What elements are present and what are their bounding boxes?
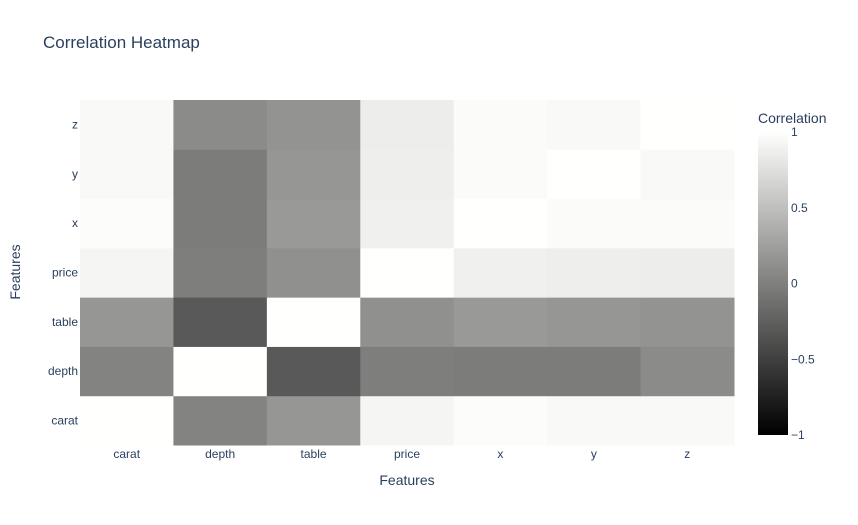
colorbar-title: Correlation <box>758 110 826 126</box>
heatmap-cell-y-y <box>547 149 642 200</box>
x-tick-z: z <box>684 447 690 461</box>
heatmap-cell-y-carat <box>80 149 174 200</box>
heatmap-cell-z-z <box>640 100 735 150</box>
heatmap-cell-x-carat <box>80 198 174 249</box>
colorbar-gradient <box>758 132 788 435</box>
heatmap-cell-carat-depth <box>173 395 268 446</box>
heatmap-cell-y-z <box>640 149 735 200</box>
heatmap-cell-z-carat <box>80 100 174 150</box>
heatmap-cell-z-table <box>266 100 361 150</box>
heatmap-cell-table-x <box>453 297 548 347</box>
y-tick-labels: carat depth table price x y z <box>48 118 79 428</box>
y-tick-y: y <box>72 167 78 181</box>
x-tick-table: table <box>301 447 327 461</box>
heatmap-cell-x-price <box>360 198 455 249</box>
heatmap-cell-price-carat <box>80 247 174 298</box>
y-tick-price: price <box>52 266 78 280</box>
heatmap-cell-x-y <box>547 198 642 249</box>
x-tick-x: x <box>497 447 503 461</box>
heatmap-cell-y-price <box>360 149 455 200</box>
heatmap-cell-table-depth <box>173 297 268 347</box>
heatmap-cell-table-price <box>360 297 455 347</box>
colorbar-tick: 0 <box>791 277 798 291</box>
heatmap-cell-carat-y <box>547 395 642 446</box>
y-tick-z: z <box>72 118 78 132</box>
heatmap-cell-price-x <box>453 247 548 298</box>
heatmap-cell-depth-y <box>547 346 642 397</box>
heatmap-cell-y-x <box>453 149 548 200</box>
heatmap-cell-depth-table <box>266 346 361 397</box>
heatmap-cell-price-depth <box>173 247 268 298</box>
heatmap-cell-depth-carat <box>80 346 174 397</box>
x-tick-carat: carat <box>113 447 140 461</box>
colorbar-tick: −1 <box>791 428 805 442</box>
x-tick-labels: carat depth table price x y z <box>113 447 690 461</box>
heatmap-cell-carat-x <box>453 395 548 446</box>
heatmap-cell-carat-price <box>360 395 455 446</box>
heatmap-cell-table-z <box>640 297 735 347</box>
heatmap-cell-price-table <box>266 247 361 298</box>
colorbar-tick-labels: 1 0.5 0 −0.5 −1 <box>791 125 815 442</box>
colorbar-tick: −0.5 <box>791 352 815 366</box>
heatmap-cell-x-depth <box>173 198 268 249</box>
heatmap-cells <box>80 100 735 446</box>
heatmap-cell-depth-z <box>640 346 735 397</box>
heatmap-cell-y-table <box>266 149 361 200</box>
heatmap-cell-price-price <box>360 247 455 298</box>
heatmap-cell-x-x <box>453 198 548 249</box>
heatmap-cell-table-table <box>266 297 361 347</box>
heatmap-cell-table-carat <box>80 297 174 347</box>
colorbar-tick: 0.5 <box>791 201 808 215</box>
y-tick-table: table <box>52 315 78 329</box>
heatmap-cell-x-table <box>266 198 361 249</box>
y-tick-depth: depth <box>48 364 78 378</box>
heatmap-cell-y-depth <box>173 149 268 200</box>
x-tick-price: price <box>394 447 420 461</box>
x-tick-y: y <box>591 447 597 461</box>
heatmap-cell-depth-depth <box>173 346 268 397</box>
heatmap-cell-price-z <box>640 247 735 298</box>
heatmap-cell-z-x <box>453 100 548 150</box>
x-axis-label: Features <box>379 472 434 488</box>
heatmap-cell-carat-carat <box>80 395 174 446</box>
x-tick-depth: depth <box>205 447 235 461</box>
heatmap-cell-carat-table <box>266 395 361 446</box>
heatmap-cell-x-z <box>640 198 735 249</box>
heatmap-cell-price-y <box>547 247 642 298</box>
heatmap-cell-z-depth <box>173 100 268 150</box>
heatmap-cell-z-y <box>547 100 642 150</box>
y-tick-carat: carat <box>51 413 78 427</box>
chart-title: Correlation Heatmap <box>43 33 200 52</box>
y-tick-x: x <box>72 216 78 230</box>
heatmap-cell-table-y <box>547 297 642 347</box>
heatmap-cell-depth-x <box>453 346 548 397</box>
colorbar-tick: 1 <box>791 125 798 139</box>
heatmap-cell-carat-z <box>640 395 735 446</box>
heatmap-cell-z-price <box>360 100 455 150</box>
heatmap-cell-depth-price <box>360 346 455 397</box>
y-axis-label: Features <box>7 244 23 299</box>
